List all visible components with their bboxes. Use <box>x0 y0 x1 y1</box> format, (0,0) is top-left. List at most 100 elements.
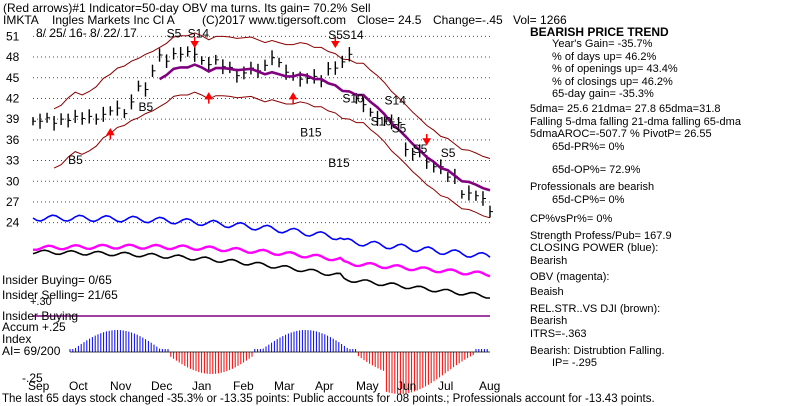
insider-selling: Insider Selling= 21/65 <box>2 288 118 302</box>
signal-label: S14 <box>385 94 407 108</box>
openings-up: % of openings up= 43.4% <box>552 63 678 76</box>
footer-summary: The last 65 days stock changed -35.3% or… <box>2 393 655 405</box>
moving-average-bands <box>53 32 491 219</box>
signal-arrow <box>422 133 432 146</box>
ai-value: AI= 69/200 <box>2 344 61 358</box>
y-tick-label: 24 <box>6 216 20 230</box>
signal-label: S10 <box>342 92 364 106</box>
signal-label: S14 <box>342 28 364 42</box>
x-tick-label: Oct <box>69 379 88 393</box>
x-tick-label: Sep <box>28 379 50 393</box>
x-tick-label: Jul <box>438 379 453 393</box>
y-tick-label: 33 <box>6 154 20 168</box>
aroc-pivot: 5dmaAROC=-507.7 % PivotP= 26.55 <box>530 128 712 141</box>
accumulation-index-bars <box>69 330 490 394</box>
professionals: Professionals are bearish <box>530 181 655 194</box>
company-name: Ingles Markets Inc Cl A <box>52 13 175 27</box>
indicator-header: (Red arrows)#1 Indicator=50-day OBV ma t… <box>3 1 371 15</box>
trend-line <box>158 63 491 192</box>
y-tick-label: 48 <box>6 50 20 64</box>
accum-level-minus25: -.25 <box>22 371 43 385</box>
price-gridlines <box>33 35 490 224</box>
price-bars <box>32 46 493 218</box>
closing-power-line <box>32 214 491 258</box>
relstr-state: Bearish <box>530 315 568 328</box>
date-range: 8/ 25/ 16- 8/ 22/ 17 <box>36 26 137 40</box>
closing-power-state: Bearish <box>530 254 568 267</box>
x-tick-label: Jun <box>397 379 416 393</box>
symbol: IMKTA <box>3 13 39 27</box>
x-tick-label: Jan <box>192 379 211 393</box>
accum-level-30: +.30 <box>30 296 52 308</box>
cp-65: 65d-CP%= 0% <box>552 193 625 206</box>
trend-title: BEARISH PRICE TREND <box>530 25 669 39</box>
dma-falling: Falling 5-dma falling 21-dma falling 65-… <box>530 115 741 128</box>
y-tick-label: 30 <box>6 174 20 188</box>
y-tick-label: 45 <box>6 71 20 85</box>
closing-power-label: CLOSING POWER (blue): <box>530 242 659 255</box>
close-value: Close= 24.5 <box>357 13 422 27</box>
x-tick-label: Aug <box>479 379 500 393</box>
x-tick-label: Dec <box>151 379 172 393</box>
y-axis-labels: 24 27 30 33 36 39 42 45 48 51 <box>6 29 20 229</box>
relstr-line <box>32 249 490 299</box>
relstr-label: REL.STR..VS DJI (brown): <box>530 302 661 315</box>
y-tick-label: 27 <box>6 195 20 209</box>
index-label: Index <box>2 332 31 346</box>
stats-panel: BEARISH PRICE TREND Year's Gain= -35.7% … <box>530 26 798 370</box>
signal-arrow <box>288 92 298 104</box>
dma-values: 5dma= 25.6 21dma= 27.8 65dma=31.8 <box>530 103 721 116</box>
obv-label: OBV (magenta): <box>530 270 610 283</box>
obv-line <box>32 243 491 278</box>
x-tick-label: May <box>356 379 379 393</box>
signal-label: S5 <box>328 28 343 42</box>
signal-label: S5 <box>167 27 182 41</box>
ip-value: IP= -.295 <box>552 357 597 370</box>
y-tick-label: 51 <box>6 29 20 43</box>
x-axis-labels: Sep Oct Nov Dec Jan Feb Mar Apr May Jun Jul Aug <box>28 379 500 393</box>
bearish-note: Bearish: Distrubtion Falling. <box>530 344 665 357</box>
signal-arrow <box>190 36 200 49</box>
signal-label: B15 <box>300 125 322 139</box>
strength: Strength Profess/Pub= 167.9 <box>530 229 672 242</box>
copyright: (C)2017 www.tigersoft.com <box>202 13 346 27</box>
closings-up: % of closings up= 46.2% <box>552 75 673 88</box>
insider-buying: Insider Buying= 0/65 <box>2 273 112 287</box>
indicator-lines <box>32 214 491 317</box>
signal-arrows <box>106 36 432 146</box>
change-value: Change=-.45 <box>433 13 503 27</box>
signal-label: B5 <box>138 100 153 114</box>
days-up: % of days up= 46.2% <box>552 50 657 63</box>
cp-vs-pr: CP%vsPr%= 0% <box>530 213 613 226</box>
volume-value: Vol= 1266 <box>513 13 567 27</box>
signal-label: S5 <box>441 146 456 160</box>
insider-buying-label: Insider Buying <box>2 309 78 323</box>
signal-arrow <box>330 36 340 49</box>
signal-label: B15 <box>328 156 350 170</box>
signal-label: B5 <box>68 153 83 167</box>
signal-label: S5 <box>392 121 407 135</box>
years-gain: Year's Gain= -35.7% <box>552 38 653 51</box>
op-65: 65d-OP%= 72.9% <box>552 164 641 177</box>
pr-65: 65d-PR%= 0% <box>552 140 625 153</box>
lower-band <box>53 91 491 219</box>
x-tick-label: Mar <box>274 379 295 393</box>
x-tick-label: Apr <box>315 379 334 393</box>
trend-ma-line <box>158 63 491 192</box>
upper-band <box>53 32 491 159</box>
accum-title: Accum +.25 <box>2 320 66 334</box>
signal-arrow <box>204 92 214 104</box>
gain-65: 65-day gain= -35.3% <box>552 88 654 101</box>
y-tick-label: 42 <box>6 91 20 105</box>
signal-label: S10 <box>370 114 392 128</box>
y-tick-label: 36 <box>6 133 20 147</box>
y-tick-label: 39 <box>6 112 20 126</box>
signal-label: S14 <box>188 27 210 41</box>
x-tick-label: Nov <box>110 379 131 393</box>
signal-label: S5 <box>413 142 428 156</box>
itrs-value: ITRS=-.363 <box>530 327 587 340</box>
x-tick-label: Feb <box>233 379 254 393</box>
obv-state: Beaish <box>530 286 564 299</box>
